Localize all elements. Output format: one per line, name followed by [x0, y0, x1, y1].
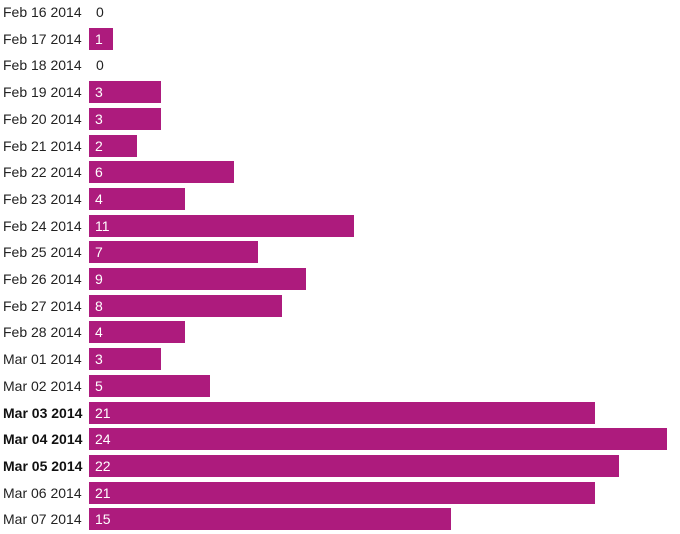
- category-label: Feb 17 2014: [3, 30, 82, 47]
- category-label: Feb 23 2014: [3, 190, 82, 207]
- data-label: 11: [95, 217, 110, 234]
- category-label: Mar 04 2014: [3, 431, 83, 448]
- chart-row: Mar 03 2014 21: [0, 401, 680, 424]
- chart-row: Feb 28 2014 4: [0, 321, 680, 344]
- data-label: 21: [95, 484, 111, 501]
- data-label: 6: [95, 164, 103, 181]
- chart-row: Feb 17 2014 1: [0, 27, 680, 50]
- chart-row: Feb 18 2014 0: [0, 54, 680, 76]
- bar: [89, 187, 186, 210]
- category-label: Feb 21 2014: [3, 137, 82, 154]
- category-label: Mar 03 2014: [3, 404, 83, 421]
- bar: [89, 428, 668, 451]
- data-label: 2: [95, 137, 103, 154]
- chart-row: Feb 24 2014 11: [0, 214, 680, 237]
- data-label: 1: [95, 30, 103, 47]
- chart-row: Feb 27 2014 8: [0, 294, 680, 317]
- category-label: Feb 19 2014: [3, 84, 82, 101]
- data-label: 15: [95, 511, 111, 528]
- bar: [89, 161, 234, 184]
- chart-row: Mar 05 2014 22: [0, 454, 680, 477]
- chart-row: Feb 23 2014 4: [0, 187, 680, 210]
- chart-row: Mar 04 2014 24: [0, 428, 680, 451]
- data-label: 22: [95, 457, 111, 474]
- chart-row: Feb 19 2014 3: [0, 81, 680, 104]
- chart-row: Mar 01 2014 3: [0, 348, 680, 371]
- data-label: 5: [95, 377, 103, 394]
- bar: [89, 401, 596, 424]
- category-label: Mar 02 2014: [3, 377, 82, 394]
- category-label: Feb 18 2014: [3, 57, 82, 74]
- category-label: Mar 07 2014: [3, 511, 82, 528]
- chart-row: Mar 02 2014 5: [0, 374, 680, 397]
- category-label: Feb 28 2014: [3, 324, 82, 341]
- chart-row: Mar 07 2014 15: [0, 508, 680, 531]
- category-label: Feb 27 2014: [3, 297, 82, 314]
- chart-row: Feb 22 2014 6: [0, 161, 680, 184]
- category-label: Feb 25 2014: [3, 244, 82, 261]
- data-label: 24: [95, 431, 111, 448]
- data-label: 0: [96, 57, 104, 74]
- bar: [89, 81, 162, 104]
- chart-row: Feb 26 2014 9: [0, 268, 680, 290]
- bar: [89, 454, 620, 477]
- bar: [89, 348, 162, 371]
- chart-row: Feb 20 2014 3: [0, 107, 680, 130]
- data-label: 4: [95, 190, 103, 207]
- bar: [89, 481, 596, 504]
- data-label: 3: [95, 351, 103, 368]
- data-label: 8: [95, 297, 103, 314]
- category-label: Mar 05 2014: [3, 457, 83, 474]
- category-label: Feb 24 2014: [3, 217, 82, 234]
- category-label: Mar 06 2014: [3, 484, 82, 501]
- bar: [89, 241, 258, 264]
- data-label: 21: [95, 404, 111, 421]
- bar: [89, 321, 186, 344]
- data-label: 9: [95, 271, 103, 287]
- bar: [89, 134, 138, 157]
- data-label: 7: [95, 244, 103, 261]
- category-label: Feb 22 2014: [3, 164, 82, 181]
- chart-row: Feb 25 2014 7: [0, 241, 680, 264]
- bar: [89, 508, 451, 531]
- category-label: Feb 20 2014: [3, 110, 82, 127]
- data-label: 3: [95, 84, 103, 101]
- bar: [89, 27, 114, 50]
- data-label: 4: [95, 324, 103, 341]
- bar: [89, 214, 355, 237]
- category-label: Feb 26 2014: [3, 271, 82, 287]
- data-label: 3: [95, 110, 103, 127]
- data-label: 0: [96, 4, 104, 20]
- bar: [89, 374, 210, 397]
- chart-row: Mar 06 2014 21: [0, 481, 680, 504]
- bar: [89, 107, 162, 130]
- chart-row: Feb 16 2014 0: [0, 1, 680, 23]
- category-label: Mar 01 2014: [3, 351, 82, 368]
- bar: [89, 294, 282, 317]
- bar: [89, 268, 306, 290]
- chart-row: Feb 21 2014 2: [0, 134, 680, 157]
- category-label: Feb 16 2014: [3, 4, 82, 20]
